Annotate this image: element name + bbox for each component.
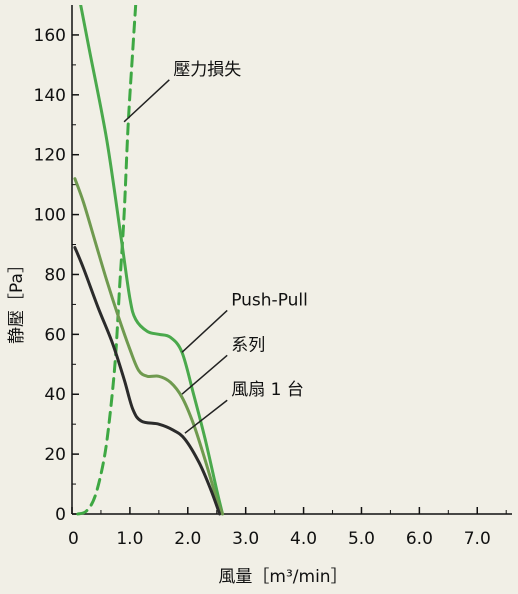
x-tick-label: 4.0 [290,529,317,549]
annotation-label-3: 風扇 1 台 [231,380,304,400]
x-tick-label: 6.0 [406,529,433,549]
x-tick-label: 1.0 [116,529,143,549]
series-line-2 [73,177,225,516]
annotation-label-2: 系列 [231,335,265,355]
x-tick-label: 3.0 [232,529,259,549]
y-tick-label: 120 [34,146,66,166]
x-tick-label: 0 [68,529,79,549]
annotation-leader-2 [181,354,228,395]
annotation-label-1: Push-Pull [231,290,308,310]
y-tick-label: 140 [34,86,66,106]
annotation-leader-0 [123,79,170,123]
x-tick-label: 2.0 [174,529,201,549]
x-tick-label: 7.0 [464,529,491,549]
y-tick-label: 60 [44,325,66,345]
annotation-leader-3 [184,399,228,434]
series-line-0 [76,5,138,516]
y-tick-label: 20 [44,445,66,465]
y-tick-label: 0 [55,505,66,525]
y-tick-label: 100 [34,206,66,226]
y-tick-label: 160 [34,26,66,46]
y-axis-title: 静壓［Pa］ [7,256,27,344]
annotation-label-0: 壓力損失 [173,60,241,80]
x-axis-title: 風量［m³/min］ [218,567,347,587]
x-tick-label: 5.0 [348,529,375,549]
series-line-3 [73,246,222,516]
series-line-1 [79,5,225,516]
annotation-leader-1 [181,309,228,353]
y-tick-label: 40 [44,385,66,405]
axes: 0 20 40 60 80 100 120 140 160 0 1.0 2.0 3.0 4.0 5.0 6.0… [34,5,512,549]
y-tick-label: 80 [44,265,66,285]
series-layer [73,5,225,516]
